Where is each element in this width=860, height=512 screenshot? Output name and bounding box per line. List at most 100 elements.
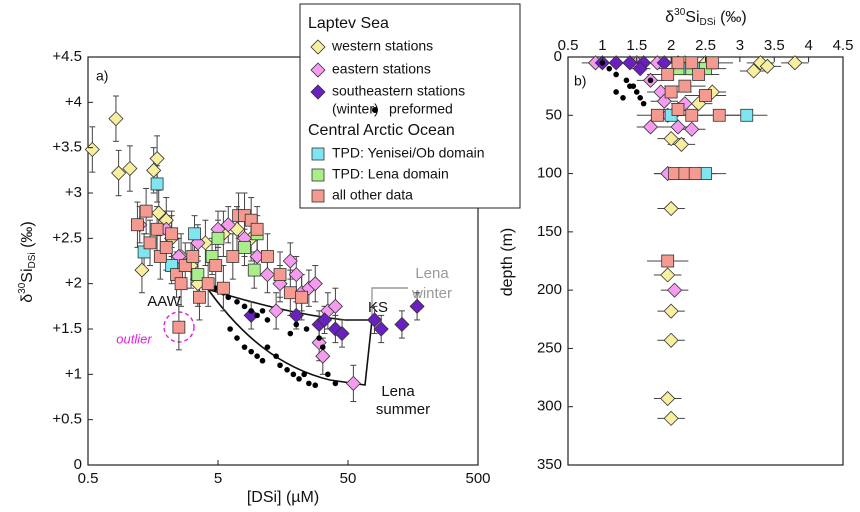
diamond-marker — [632, 61, 648, 77]
legend-group-title: Laptev Sea — [308, 15, 389, 32]
square-marker — [295, 290, 309, 304]
y-label-part: δ — [19, 294, 36, 303]
mixing-line — [204, 284, 373, 386]
y-tick-label: +4.5 — [52, 48, 82, 65]
legend-marker — [311, 189, 325, 203]
square-marker — [159, 240, 173, 254]
dot-marker — [287, 330, 294, 337]
square-marker — [661, 254, 675, 268]
x-label-part: DSi — [700, 17, 716, 28]
square-marker — [650, 108, 664, 122]
diamond-marker — [345, 375, 361, 391]
diamond-marker — [622, 55, 638, 71]
dot-marker — [284, 367, 290, 373]
diamond-marker — [259, 267, 275, 283]
square-marker — [188, 227, 201, 241]
dot-marker — [606, 65, 613, 72]
y-tick-label: +4 — [65, 93, 82, 110]
diamond-marker — [409, 298, 425, 314]
x-label-part: Si — [685, 9, 699, 26]
dot-marker — [225, 294, 232, 301]
diamond-marker — [268, 303, 284, 319]
square-marker — [283, 286, 297, 300]
diamond-marker — [663, 303, 679, 319]
diamond-marker — [149, 150, 165, 167]
x-tick-label: 4.5 — [833, 37, 854, 54]
legend-label: TPD: Lena domain — [332, 166, 449, 182]
dot-marker — [273, 353, 279, 360]
diamond-marker — [759, 58, 775, 74]
legend-marker — [310, 84, 326, 100]
dot-marker — [623, 77, 630, 84]
diamond-marker — [282, 253, 298, 269]
y-axis-label: δ30SiDSi (‰) — [17, 221, 38, 303]
diamond-marker — [684, 121, 700, 137]
square-marker — [247, 263, 261, 277]
diamond-marker — [746, 63, 762, 79]
x-tick-label: 0.5 — [78, 470, 99, 487]
annotation: Lena — [415, 265, 449, 282]
x-tick-label: 50 — [340, 470, 357, 487]
y-tick-label: +1.5 — [52, 320, 82, 337]
square-marker — [685, 56, 699, 70]
diamond-marker — [666, 282, 683, 298]
diamond-marker — [670, 119, 686, 135]
annotation: summer — [376, 401, 430, 418]
square-marker — [209, 259, 223, 272]
square-marker — [143, 236, 157, 250]
diamond-marker — [752, 55, 769, 71]
square-marker — [678, 79, 692, 93]
legend-marker — [311, 168, 325, 182]
dot-marker — [640, 100, 647, 107]
diamond-marker — [663, 410, 679, 426]
annotation: winter — [411, 285, 452, 302]
x-axis-label: δ30SiDSi (‰) — [665, 7, 747, 28]
square-marker — [131, 218, 144, 232]
diamond-marker — [134, 262, 150, 278]
square-marker — [688, 167, 702, 180]
dot-marker — [259, 357, 266, 364]
dot-marker — [293, 321, 300, 328]
diamond-marker — [660, 390, 676, 407]
plot-frame-b — [567, 56, 844, 466]
square-marker — [139, 204, 153, 218]
diamond-marker — [315, 348, 331, 364]
dot-marker — [312, 382, 319, 389]
diamond-marker — [394, 316, 410, 333]
square-marker — [172, 320, 186, 334]
square-marker — [174, 277, 188, 291]
panel-label: b) — [574, 73, 586, 89]
diamond-marker — [327, 298, 343, 314]
diamond-marker — [220, 217, 236, 233]
square-marker — [250, 222, 264, 236]
square-marker — [671, 103, 685, 116]
diamond-marker — [316, 312, 333, 328]
square-marker — [661, 68, 675, 81]
diamond-marker — [151, 205, 167, 221]
marks — [84, 55, 809, 426]
legend-label: preformed — [389, 101, 453, 117]
dot-marker — [290, 371, 297, 378]
diamond-marker — [111, 165, 127, 181]
square-marker — [165, 227, 179, 241]
y-tick-label: +3.5 — [52, 139, 82, 156]
square-marker — [273, 268, 287, 282]
dot-marker — [264, 317, 271, 323]
square-marker — [685, 108, 699, 122]
diamond-marker — [787, 55, 803, 71]
square-marker — [671, 56, 685, 70]
y-axis-label: depth (m) — [499, 228, 516, 296]
y-tick-label: +0.5 — [52, 411, 82, 428]
x-label-part: (‰) — [716, 9, 747, 26]
y-tick-label: +1 — [65, 365, 82, 382]
legend: western stations eastern stations southeas… — [310, 38, 485, 203]
diamond-marker — [608, 55, 624, 71]
dot-marker — [613, 89, 619, 95]
diamond-marker — [334, 325, 350, 342]
legend-marker — [310, 62, 326, 78]
square-marker — [216, 281, 230, 295]
diamond-marker — [663, 332, 679, 348]
dot-marker — [234, 335, 240, 341]
x-tick-label: 2 — [667, 37, 675, 54]
